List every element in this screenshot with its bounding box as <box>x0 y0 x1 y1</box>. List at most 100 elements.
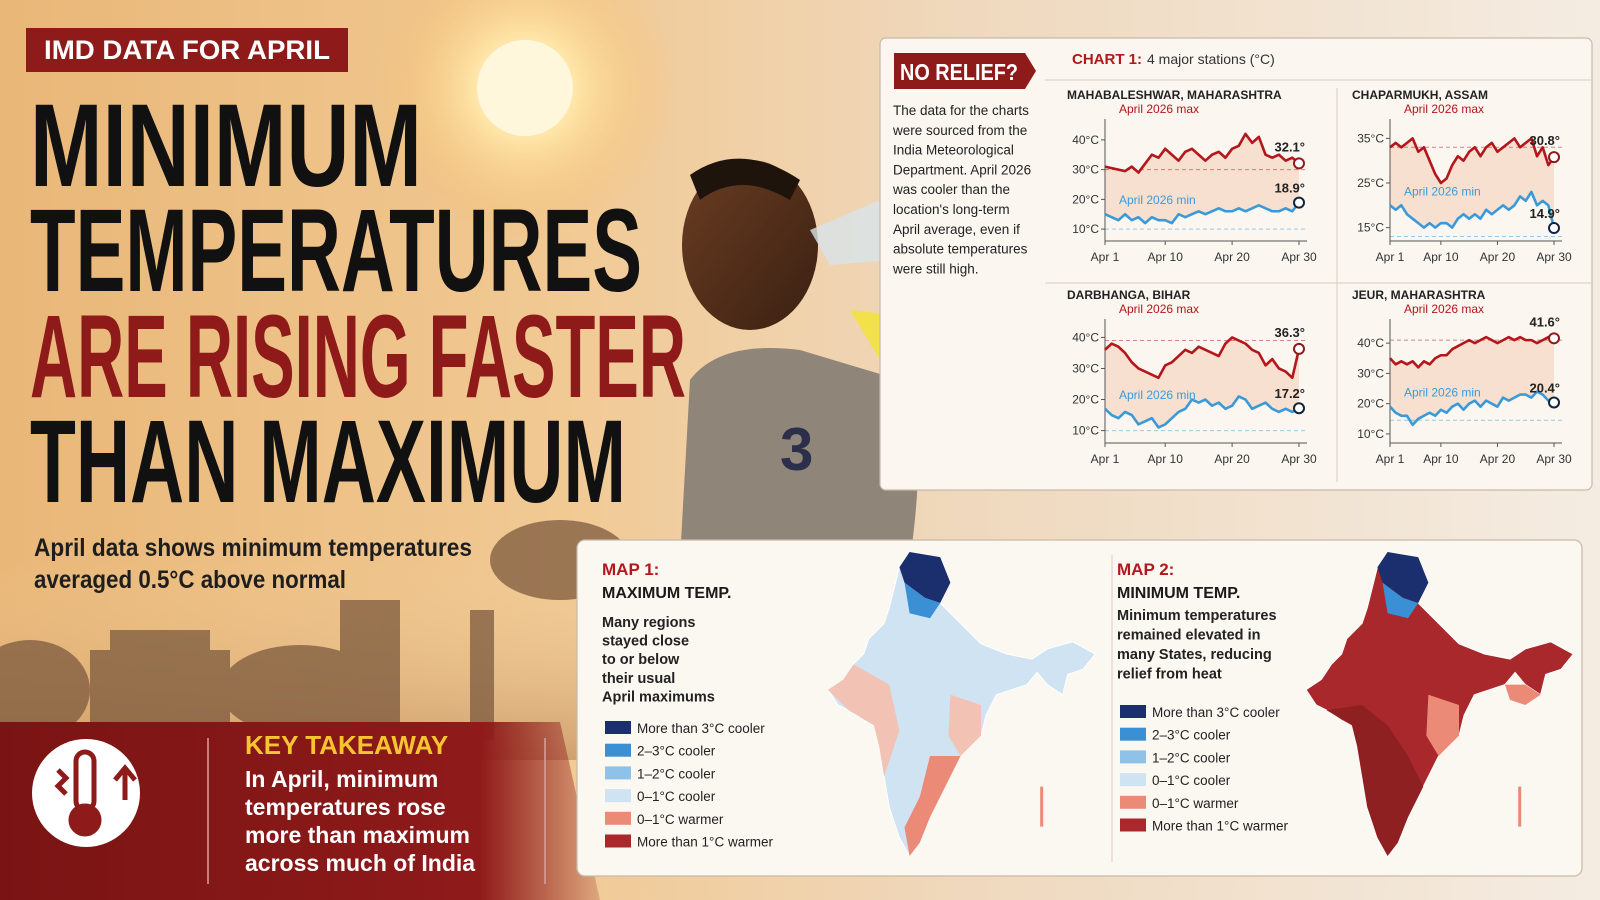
tree <box>220 645 380 735</box>
sun <box>477 40 573 136</box>
x-tick-label: Apr 30 <box>1536 250 1572 264</box>
x-tick-label: Apr 1 <box>1091 452 1120 466</box>
map-description: to or below <box>602 652 680 668</box>
legend-label: 1–2°C cooler <box>1152 750 1231 765</box>
map-title: MAXIMUM TEMP. <box>602 585 731 602</box>
end-point <box>1293 157 1305 170</box>
x-tick-label: Apr 20 <box>1214 452 1250 466</box>
sidebar-line: were sourced from the <box>892 123 1027 138</box>
series-line <box>1389 190 1556 229</box>
legend-label: 0–1°C warmer <box>637 812 724 827</box>
x-tick-label: Apr 20 <box>1214 250 1250 264</box>
end-point <box>1548 151 1560 164</box>
x-tick-label: Apr 20 <box>1480 452 1516 466</box>
sidebar-line: were still high. <box>892 261 979 276</box>
map-description: many States, reducing <box>1117 647 1272 663</box>
x-tick-label: Apr 10 <box>1148 250 1184 264</box>
x-tick-label: Apr 1 <box>1376 452 1405 466</box>
chart-title: CHAPARMUKH, ASSAM <box>1352 88 1488 102</box>
x-tick-label: Apr 30 <box>1536 452 1572 466</box>
x-tick-label: Apr 20 <box>1480 250 1516 264</box>
map-title: MINIMUM TEMP. <box>1117 585 1240 602</box>
map-description: remained elevated in <box>1117 628 1260 644</box>
y-tick-label: 30°C <box>1072 361 1099 375</box>
series-line <box>1104 201 1301 225</box>
chart-heading-label: CHART 1: <box>1072 51 1142 68</box>
value-label: 30.8° <box>1529 133 1560 148</box>
x-tick-label: Apr 1 <box>1376 250 1405 264</box>
badge <box>26 28 348 72</box>
legend-swatch <box>1120 727 1146 741</box>
legend-swatch <box>605 721 631 734</box>
legend-label: 0–1°C cooler <box>1152 773 1231 788</box>
region <box>1377 552 1429 603</box>
y-tick-label: 25°C <box>1357 176 1384 190</box>
tower <box>470 610 494 740</box>
map-description: relief from heat <box>1117 667 1222 683</box>
chart-heading: CHART 1: 4 major stations (°C) <box>1072 51 1275 68</box>
legend-label: 0–1°C warmer <box>1152 796 1239 811</box>
y-tick-label: 10°C <box>1072 424 1099 438</box>
legend-label: More than 3°C cooler <box>1152 705 1280 720</box>
takeaway-line: temperatures rose <box>245 794 446 820</box>
x-tick-label: Apr 10 <box>1423 250 1459 264</box>
sidebar-line: location's long-term <box>893 202 1010 217</box>
chart-title: JEUR, MAHARASHTRA <box>1352 288 1486 302</box>
sidebar-line: India Meteorological <box>893 143 1014 158</box>
title-line: TEMPERATURES <box>30 185 642 317</box>
region <box>948 694 981 756</box>
y-tick-label: 30°C <box>1072 163 1099 177</box>
takeaway-line: In April, minimum <box>245 766 438 792</box>
hair <box>690 158 800 200</box>
title-line: THAN MAXIMUM <box>30 396 626 528</box>
region <box>904 582 941 619</box>
tag-text: NO RELIEF? <box>900 59 1018 85</box>
sidebar-line: absolute temperatures <box>893 242 1028 257</box>
chart-title: DARBHANGA, BIHAR <box>1067 288 1191 302</box>
end-point <box>1293 196 1305 209</box>
series-name: April 2026 min <box>1404 386 1481 400</box>
series-name: April 2026 min <box>1119 193 1196 207</box>
thermometer-bulb <box>68 803 102 837</box>
legend-swatch <box>605 766 631 780</box>
legend-label: More than 1°C warmer <box>637 835 773 850</box>
map-description: Minimum temperatures <box>1117 608 1277 624</box>
series-line <box>1389 137 1556 185</box>
y-tick-label: 10°C <box>1072 222 1099 236</box>
shirt-number: 3 <box>780 416 813 483</box>
sidebar-line: April average, even if <box>893 222 1020 237</box>
legend-swatch <box>1120 818 1146 832</box>
value-label: 32.1° <box>1274 139 1305 154</box>
subtitle-line: averaged 0.5°C above normal <box>34 566 346 594</box>
value-label: 20.4° <box>1529 380 1560 395</box>
takeaway-heading: KEY TAKEAWAY <box>245 730 448 760</box>
region <box>1426 694 1459 756</box>
y-tick-label: 15°C <box>1357 221 1384 235</box>
series-line <box>1389 390 1555 427</box>
series-name: April 2026 max <box>1404 102 1484 116</box>
tag <box>894 53 1036 89</box>
series-line <box>1104 132 1300 174</box>
takeaway-icon-bg <box>32 739 140 847</box>
series-line <box>1104 336 1301 380</box>
legend-swatch <box>605 834 631 848</box>
x-tick-label: Apr 10 <box>1423 452 1459 466</box>
y-tick-label: 40°C <box>1357 336 1384 350</box>
region <box>904 756 961 856</box>
y-tick-label: 20°C <box>1072 393 1099 407</box>
range-band <box>1390 337 1554 425</box>
badge-text: IMD DATA FOR APRIL <box>44 35 330 65</box>
legend-swatch <box>605 789 631 803</box>
chart-heading-text: 4 major stations (°C) <box>1147 51 1275 67</box>
x-tick-label: Apr 1 <box>1091 250 1120 264</box>
heat-wave <box>54 768 70 796</box>
map-description: April maximums <box>602 689 715 705</box>
head <box>682 160 818 330</box>
series-line <box>1104 395 1300 429</box>
legend-swatch <box>605 811 631 825</box>
end-point <box>1548 222 1560 235</box>
end-point <box>1293 342 1305 355</box>
takeaway-line: across much of India <box>245 850 475 876</box>
bottle-top <box>810 200 890 265</box>
